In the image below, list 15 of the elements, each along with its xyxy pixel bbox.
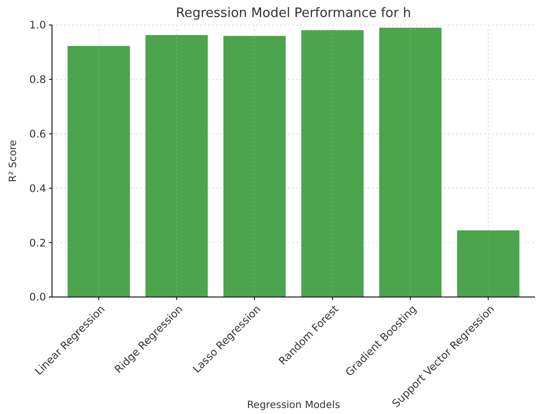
y-tick-label: 0.6 <box>29 128 46 140</box>
y-tick-label: 0.2 <box>29 237 46 250</box>
bar <box>457 230 520 297</box>
y-tick-label: 0.0 <box>29 292 46 304</box>
bar <box>68 46 130 297</box>
y-tick-label: 0.8 <box>29 74 46 86</box>
chart-title: Regression Model Performance for h <box>176 6 412 21</box>
bar <box>379 28 442 297</box>
bar <box>145 35 208 297</box>
y-axis-title: R² Score <box>8 140 19 182</box>
bar <box>301 30 364 297</box>
bar <box>223 36 286 297</box>
y-tick-label: 1.0 <box>29 20 46 32</box>
x-axis-title: Regression Models <box>246 400 340 411</box>
y-tick-label: 0.4 <box>29 182 46 195</box>
